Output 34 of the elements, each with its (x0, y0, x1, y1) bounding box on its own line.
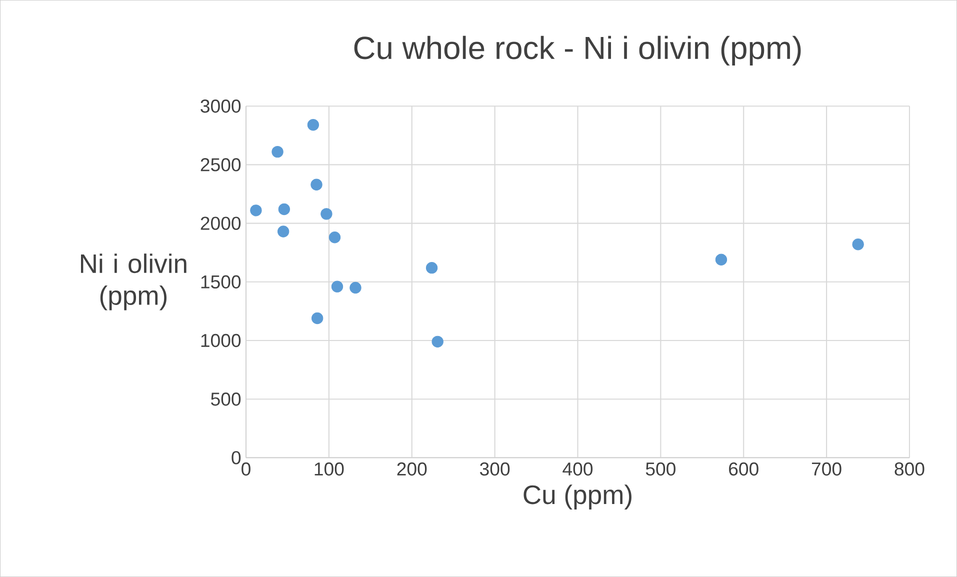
point (432, 336, 444, 348)
point (320, 208, 332, 220)
point (250, 204, 262, 216)
y-tick-label: 500 (211, 392, 241, 406)
point (311, 312, 324, 324)
point (278, 203, 290, 216)
point (328, 232, 341, 244)
y-tick-label: 2500 (200, 158, 241, 172)
y-tick-label: 2000 (200, 216, 241, 230)
x-tick-label: 700 (812, 462, 842, 476)
point (272, 146, 284, 158)
x-tick-label: 500 (646, 462, 676, 476)
y-axis-title: Ni i olivin (ppm) (81, 254, 186, 310)
x-tick-label: 200 (397, 462, 427, 476)
chart-title: Cu whole rock - Ni i olivin (ppm) (354, 36, 801, 66)
point (331, 280, 344, 292)
x-tick-label: 300 (480, 462, 510, 476)
point (852, 238, 864, 250)
point (426, 262, 438, 274)
x-tick-label: 800 (894, 462, 924, 476)
point (310, 178, 322, 190)
y-tick-label: 1500 (201, 275, 241, 288)
y-tick-label: 3000 (200, 99, 241, 113)
x-tick-label: 100 (314, 462, 344, 476)
point (715, 254, 728, 266)
point (277, 226, 290, 238)
x-tick-label: 0 (242, 462, 250, 476)
y-tick-label: 1000 (201, 334, 241, 348)
point (350, 282, 362, 294)
x-axis-title: Cu (ppm) (524, 484, 632, 510)
y-tick-label: 0 (232, 451, 241, 464)
point (307, 119, 320, 131)
x-tick-label: 400 (562, 462, 593, 476)
x-tick-label: 600 (729, 462, 758, 476)
